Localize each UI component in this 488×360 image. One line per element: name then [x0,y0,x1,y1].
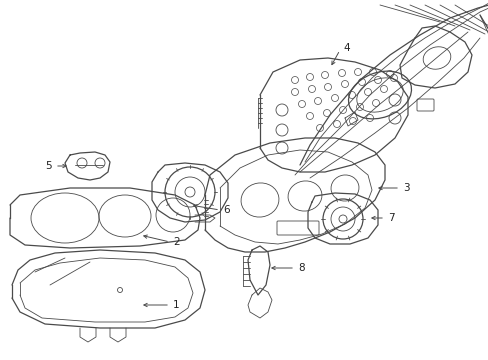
Text: 4: 4 [342,43,349,53]
Text: 5: 5 [45,161,52,171]
Text: 8: 8 [297,263,304,273]
Text: 3: 3 [402,183,409,193]
Text: 1: 1 [173,300,179,310]
Text: 2: 2 [173,237,179,247]
Text: 7: 7 [387,213,394,223]
Text: 6: 6 [223,205,229,215]
